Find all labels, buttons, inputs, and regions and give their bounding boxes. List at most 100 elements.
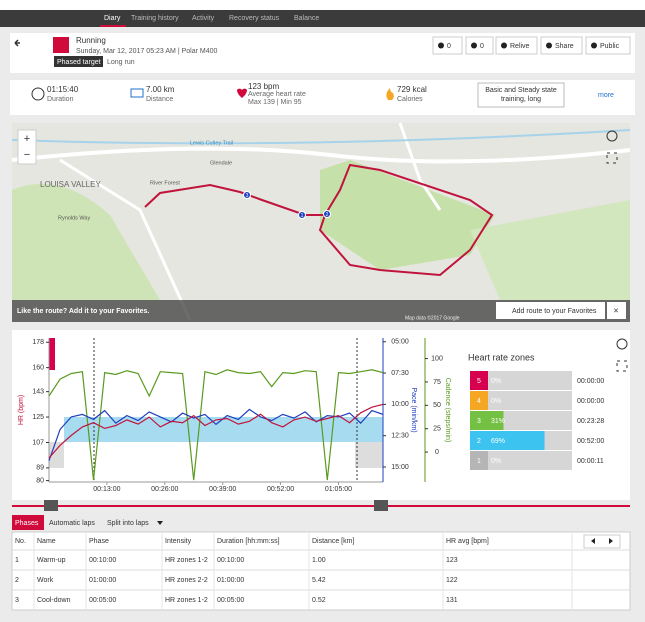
- button-icon[interactable]: [501, 42, 507, 49]
- table-cell: 131: [446, 597, 458, 604]
- zone-number: 5: [477, 378, 481, 385]
- zone-time: 00:00:00: [577, 398, 604, 405]
- chart-fullscreen-icon[interactable]: [616, 360, 628, 372]
- nav-tab[interactable]: Training history: [131, 15, 179, 22]
- benefit-text: Basic and Steady state training, long: [485, 87, 557, 103]
- table-tab[interactable]: Phases: [15, 520, 39, 527]
- y2ticks-label: 12:30: [391, 433, 409, 440]
- park: [12, 183, 160, 300]
- yticks-label: 125: [32, 414, 44, 421]
- action-button-label[interactable]: 0: [480, 43, 484, 50]
- duration-label: Duration: [47, 96, 74, 103]
- table-cell: 01:00:00: [217, 577, 244, 584]
- close-button[interactable]: [607, 302, 626, 319]
- zone-time: 00:00:00: [577, 378, 604, 385]
- action-button[interactable]: [465, 36, 494, 55]
- slider-handle[interactable]: [44, 500, 58, 511]
- series-line: [48, 403, 384, 459]
- zone-time: 00:00:11: [577, 458, 604, 465]
- hr-range: Max 139 | Min 95: [248, 99, 302, 106]
- pager[interactable]: [583, 534, 621, 549]
- more-link[interactable]: more: [598, 92, 614, 99]
- zone-number: 1: [477, 458, 481, 465]
- zone-percent: 0%: [491, 378, 501, 385]
- route-marker: [298, 211, 306, 219]
- activity-datetime: Sunday, Mar 12, 2017 05:23 AM | Polar M4…: [76, 48, 217, 55]
- action-button-label[interactable]: Public: [600, 43, 620, 50]
- favorite-button[interactable]: [496, 302, 605, 319]
- action-button-label[interactable]: Relive: [510, 43, 530, 50]
- zone-swatch: [470, 411, 488, 430]
- active-table-tab[interactable]: [12, 515, 44, 530]
- table-cell: 2: [15, 577, 19, 584]
- table-cell: 00:05:00: [217, 597, 244, 604]
- button-icon[interactable]: [546, 42, 552, 49]
- table-cell: HR zones 1-2: [165, 557, 208, 564]
- column-header: Distance [km]: [312, 538, 354, 545]
- zone-percent: 0%: [491, 458, 501, 465]
- action-button[interactable]: [432, 36, 463, 55]
- table-cell: 01:00:00: [89, 577, 116, 584]
- hr-label: Average heart rate: [248, 91, 306, 98]
- back-icon[interactable]: [14, 39, 20, 47]
- fullscreen-icon[interactable]: [606, 152, 618, 164]
- zoom-in[interactable]: +: [24, 133, 30, 145]
- target-badge: [54, 56, 103, 67]
- locate-icon[interactable]: [606, 130, 618, 142]
- route-marker-label: 2: [326, 212, 329, 218]
- table-tab[interactable]: Automatic laps: [49, 520, 95, 527]
- zoom-out[interactable]: −: [24, 149, 30, 161]
- dropdown-arrow[interactable]: [157, 521, 163, 525]
- y2ticks-label: 07:30: [391, 370, 409, 377]
- table-cell: HR zones 1-2: [165, 597, 208, 604]
- action-button[interactable]: [540, 36, 583, 55]
- yticks-label: 178: [32, 339, 44, 346]
- distance-icon: [130, 88, 144, 98]
- yticks-label: 80: [36, 477, 44, 484]
- favorite-button-label[interactable]: Add route to your Favorites: [512, 308, 597, 315]
- action-button-label[interactable]: Share: [555, 43, 574, 50]
- park: [470, 200, 630, 300]
- chart-settings-icon[interactable]: [616, 338, 628, 350]
- button-icon[interactable]: [438, 42, 444, 49]
- column-header: Phase: [89, 538, 109, 545]
- hr-value: 123 bpm: [248, 82, 279, 91]
- action-button[interactable]: [495, 36, 538, 55]
- button-icon[interactable]: [591, 42, 597, 49]
- y3ticks-label: 0: [435, 449, 439, 456]
- y3ticks-label: 75: [433, 379, 441, 386]
- active-tab-underline: [100, 25, 126, 27]
- top-bar: [0, 0, 645, 10]
- button-icon[interactable]: [471, 42, 477, 49]
- yticks-label: 107: [32, 439, 44, 446]
- nav-tab[interactable]: Recovery status: [229, 15, 280, 22]
- table-cell: Cool-down: [37, 597, 71, 604]
- y2ticks-label: 15:00: [391, 464, 409, 471]
- sport-name: Running: [76, 36, 106, 45]
- route-marker-label: 3: [246, 193, 249, 199]
- table-cell: 5.42: [312, 577, 326, 584]
- river: [11, 129, 631, 145]
- table-cell: 00:05:00: [89, 597, 116, 604]
- zone-row-bg: [470, 371, 572, 390]
- zone-time: 00:23:28: [577, 418, 604, 425]
- zone-number: 2: [477, 438, 481, 445]
- benefit-box: [477, 82, 565, 108]
- table-tab[interactable]: Split into laps: [107, 520, 149, 527]
- duration-icon: [31, 87, 45, 101]
- route: [144, 163, 494, 277]
- nav-tab[interactable]: Diary: [104, 15, 121, 22]
- nav-tab[interactable]: Balance: [294, 15, 319, 22]
- x-tick-label: 00:13:00: [93, 486, 120, 493]
- action-button-label[interactable]: 0: [447, 43, 451, 50]
- calories-value: 729 kcal: [397, 85, 427, 94]
- close-icon[interactable]: ×: [613, 305, 618, 315]
- route-marker: [243, 191, 251, 199]
- slider-handle[interactable]: [374, 500, 388, 511]
- nav-tab[interactable]: Activity: [192, 15, 215, 22]
- zoom-control[interactable]: [17, 129, 37, 165]
- zone-swatch: [470, 431, 488, 450]
- action-button[interactable]: [585, 36, 631, 55]
- zone-band: [64, 417, 383, 442]
